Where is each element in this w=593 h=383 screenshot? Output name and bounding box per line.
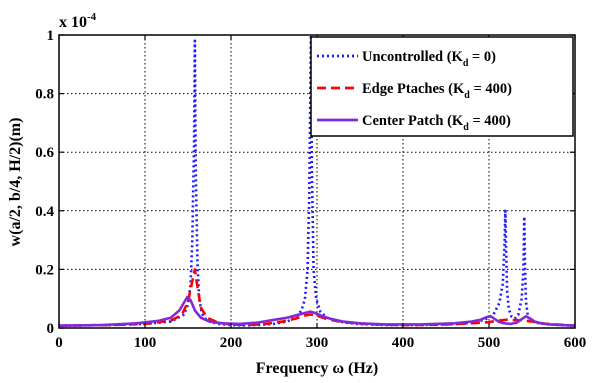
series-line-3 xyxy=(59,295,575,327)
x-tick-label: 400 xyxy=(392,335,415,351)
legend-label-main: Edge Ptaches (K xyxy=(362,81,465,97)
y-tick-label: 0.4 xyxy=(35,204,54,220)
y-exponent-label: x 10-4 xyxy=(59,11,97,31)
x-tick-label: 0 xyxy=(55,335,63,351)
y-axis-label: w(a/2, b/4, H/2)(m) xyxy=(7,118,24,247)
legend-label-tail: = 400) xyxy=(469,113,511,129)
x-axis-label: Frequency ω (Hz) xyxy=(256,360,378,377)
x-tick-label: 500 xyxy=(478,335,501,351)
x-tick-label: 600 xyxy=(564,335,587,351)
x-tick-label: 100 xyxy=(134,335,157,351)
axis-ticks: 0 100 200 300 400 500 600 0 0.2 0.4 0.6 0.8 1 xyxy=(35,28,586,351)
x-tick-label: 300 xyxy=(306,335,329,351)
legend-label-1: Uncontrolled (Kd = 0) xyxy=(362,49,496,69)
legend-label-3: Center Patch (Kd = 400) xyxy=(362,113,511,133)
legend-label-main: Uncontrolled (K xyxy=(362,49,464,65)
legend-label-sub: d xyxy=(464,90,470,101)
legend-label-main: Center Patch (K xyxy=(362,113,464,129)
y-exponent-power: -4 xyxy=(87,11,97,23)
legend-label-sub: d xyxy=(463,58,469,69)
y-tick-label: 0 xyxy=(47,321,55,337)
y-tick-label: 0.8 xyxy=(35,87,54,103)
series-lines xyxy=(59,35,575,327)
legend-label-tail: = 0) xyxy=(468,49,496,65)
y-exponent-base: x 10 xyxy=(59,14,87,31)
legend-label-sub: d xyxy=(463,122,469,133)
y-tick-label: 1 xyxy=(47,28,55,44)
legend: Uncontrolled (Kd = 0)Edge Ptaches (Kd = … xyxy=(310,36,574,137)
series-line-1 xyxy=(59,35,575,327)
y-tick-label: 0.6 xyxy=(35,145,54,161)
series-line-2 xyxy=(59,268,575,327)
x-tick-label: 200 xyxy=(220,335,243,351)
legend-label-2: Edge Ptaches (Kd = 400) xyxy=(362,81,512,101)
legend-label-tail: = 400) xyxy=(470,81,512,97)
y-tick-label: 0.2 xyxy=(35,262,54,278)
